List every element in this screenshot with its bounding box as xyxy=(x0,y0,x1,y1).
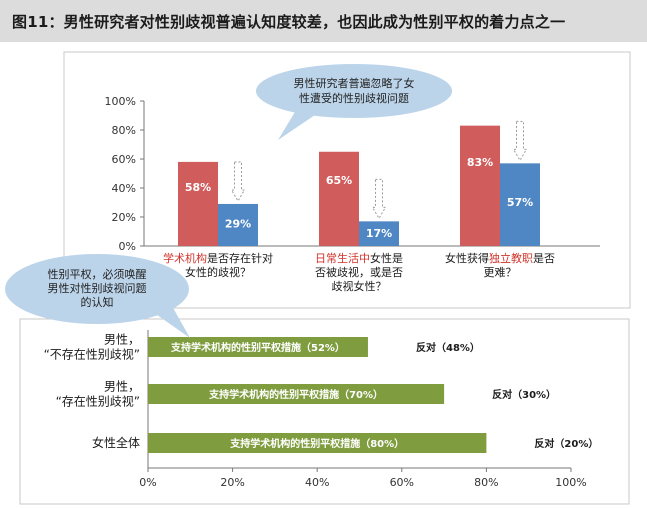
y-tick-label: 100% xyxy=(105,95,136,108)
y-tick-label: 20% xyxy=(112,211,136,224)
bar xyxy=(148,337,368,357)
category-label: “不存在性别歧视” xyxy=(44,347,140,362)
category-label-segment: 女性获得 xyxy=(445,251,489,265)
category-label-segment: 更难？ xyxy=(484,266,517,279)
x-tick-label: 40% xyxy=(305,476,329,489)
bar-data-label: 17% xyxy=(366,227,392,240)
y-tick-label: 60% xyxy=(112,153,136,166)
callout-text: 性别平权，必须唤醒 xyxy=(48,267,147,281)
title-bar: 图11：男性研究者对性别歧视普遍认知度较差，也因此成为性别平权的着力点之一 xyxy=(0,0,647,42)
category-label-segment: 独立教职 xyxy=(489,251,533,265)
remainder-label: 反对（20%） xyxy=(534,437,598,450)
bottom-panel-frame xyxy=(19,318,630,505)
y-tick-label: 0% xyxy=(119,240,136,253)
bar xyxy=(500,163,540,246)
category-label-segment: 女性的歧视？ xyxy=(185,265,251,279)
y-tick-label: 80% xyxy=(112,124,136,137)
callout-text: 男性对性别歧视问题 xyxy=(48,281,147,295)
category-label: 日常生活中女性是 xyxy=(315,251,403,265)
bar xyxy=(359,221,399,246)
callout-tail xyxy=(278,112,318,140)
bar-data-label: 57% xyxy=(507,196,533,209)
bar-data-label: 58% xyxy=(185,181,211,194)
category-label-segment: 日常生活中 xyxy=(315,251,370,265)
bar xyxy=(148,433,487,453)
bar xyxy=(218,203,258,246)
callout-bubble xyxy=(5,254,189,324)
category-label-segment: 歧视女性？ xyxy=(332,279,387,293)
category-label: 歧视女性？ xyxy=(332,279,387,293)
x-tick-label: 20% xyxy=(220,476,244,489)
category-label-segment: 否被歧视，或是否 xyxy=(315,265,403,279)
callout-text: 的认知 xyxy=(81,295,114,309)
top-panel-frame xyxy=(63,51,631,309)
category-label: 女性的歧视？ xyxy=(185,265,251,279)
callout-text: 性遭受的性别歧视问题 xyxy=(299,91,409,105)
category-label-segment: 学术机构 xyxy=(163,251,207,265)
gap-arrow xyxy=(371,178,387,220)
x-tick-label: 80% xyxy=(474,476,498,489)
category-label-segment: 女性是 xyxy=(370,251,403,265)
category-label: 更难？ xyxy=(484,266,517,279)
category-label: 男性， xyxy=(104,333,140,347)
bar xyxy=(178,161,218,246)
bar-data-label: 支持学术机构的性别平权措施（70%） xyxy=(208,388,383,401)
remainder-label: 反对（30%） xyxy=(492,388,556,401)
bar xyxy=(319,151,359,246)
bar-data-label: 29% xyxy=(225,218,251,231)
x-tick-label: 0% xyxy=(139,476,156,489)
figure-title: 图11：男性研究者对性别歧视普遍认知度较差，也因此成为性别平权的着力点之一 xyxy=(12,13,566,31)
bar-data-label: 支持学术机构的性别平权措施（52%） xyxy=(170,341,345,354)
gap-arrow xyxy=(512,120,528,162)
y-tick-label: 40% xyxy=(112,182,136,195)
x-tick-label: 100% xyxy=(555,476,586,489)
bar-data-label: 65% xyxy=(326,174,352,187)
category-label: 否被歧视，或是否 xyxy=(315,265,403,279)
category-label: 女性全体 xyxy=(92,435,140,450)
bar-data-label: 83% xyxy=(467,156,493,169)
bar xyxy=(148,384,445,404)
remainder-label: 反对（48%） xyxy=(416,341,480,354)
bar-data-label: 支持学术机构的性别平权措施（80%） xyxy=(229,437,404,450)
category-label: 学术机构是否存在针对 xyxy=(163,251,273,265)
x-tick-label: 60% xyxy=(390,476,414,489)
category-label-segment: 是否存在针对 xyxy=(207,251,273,265)
category-label: “存在性别歧视” xyxy=(56,394,140,409)
category-label-segment: 是否 xyxy=(533,252,555,265)
bar xyxy=(460,125,500,246)
category-label: 女性获得独立教职是否 xyxy=(445,251,555,265)
callout-text: 男性研究者普遍忽略了女 xyxy=(294,76,415,90)
callout-bubble xyxy=(256,64,452,118)
category-label: 男性， xyxy=(104,380,140,394)
gap-arrow xyxy=(230,161,246,202)
